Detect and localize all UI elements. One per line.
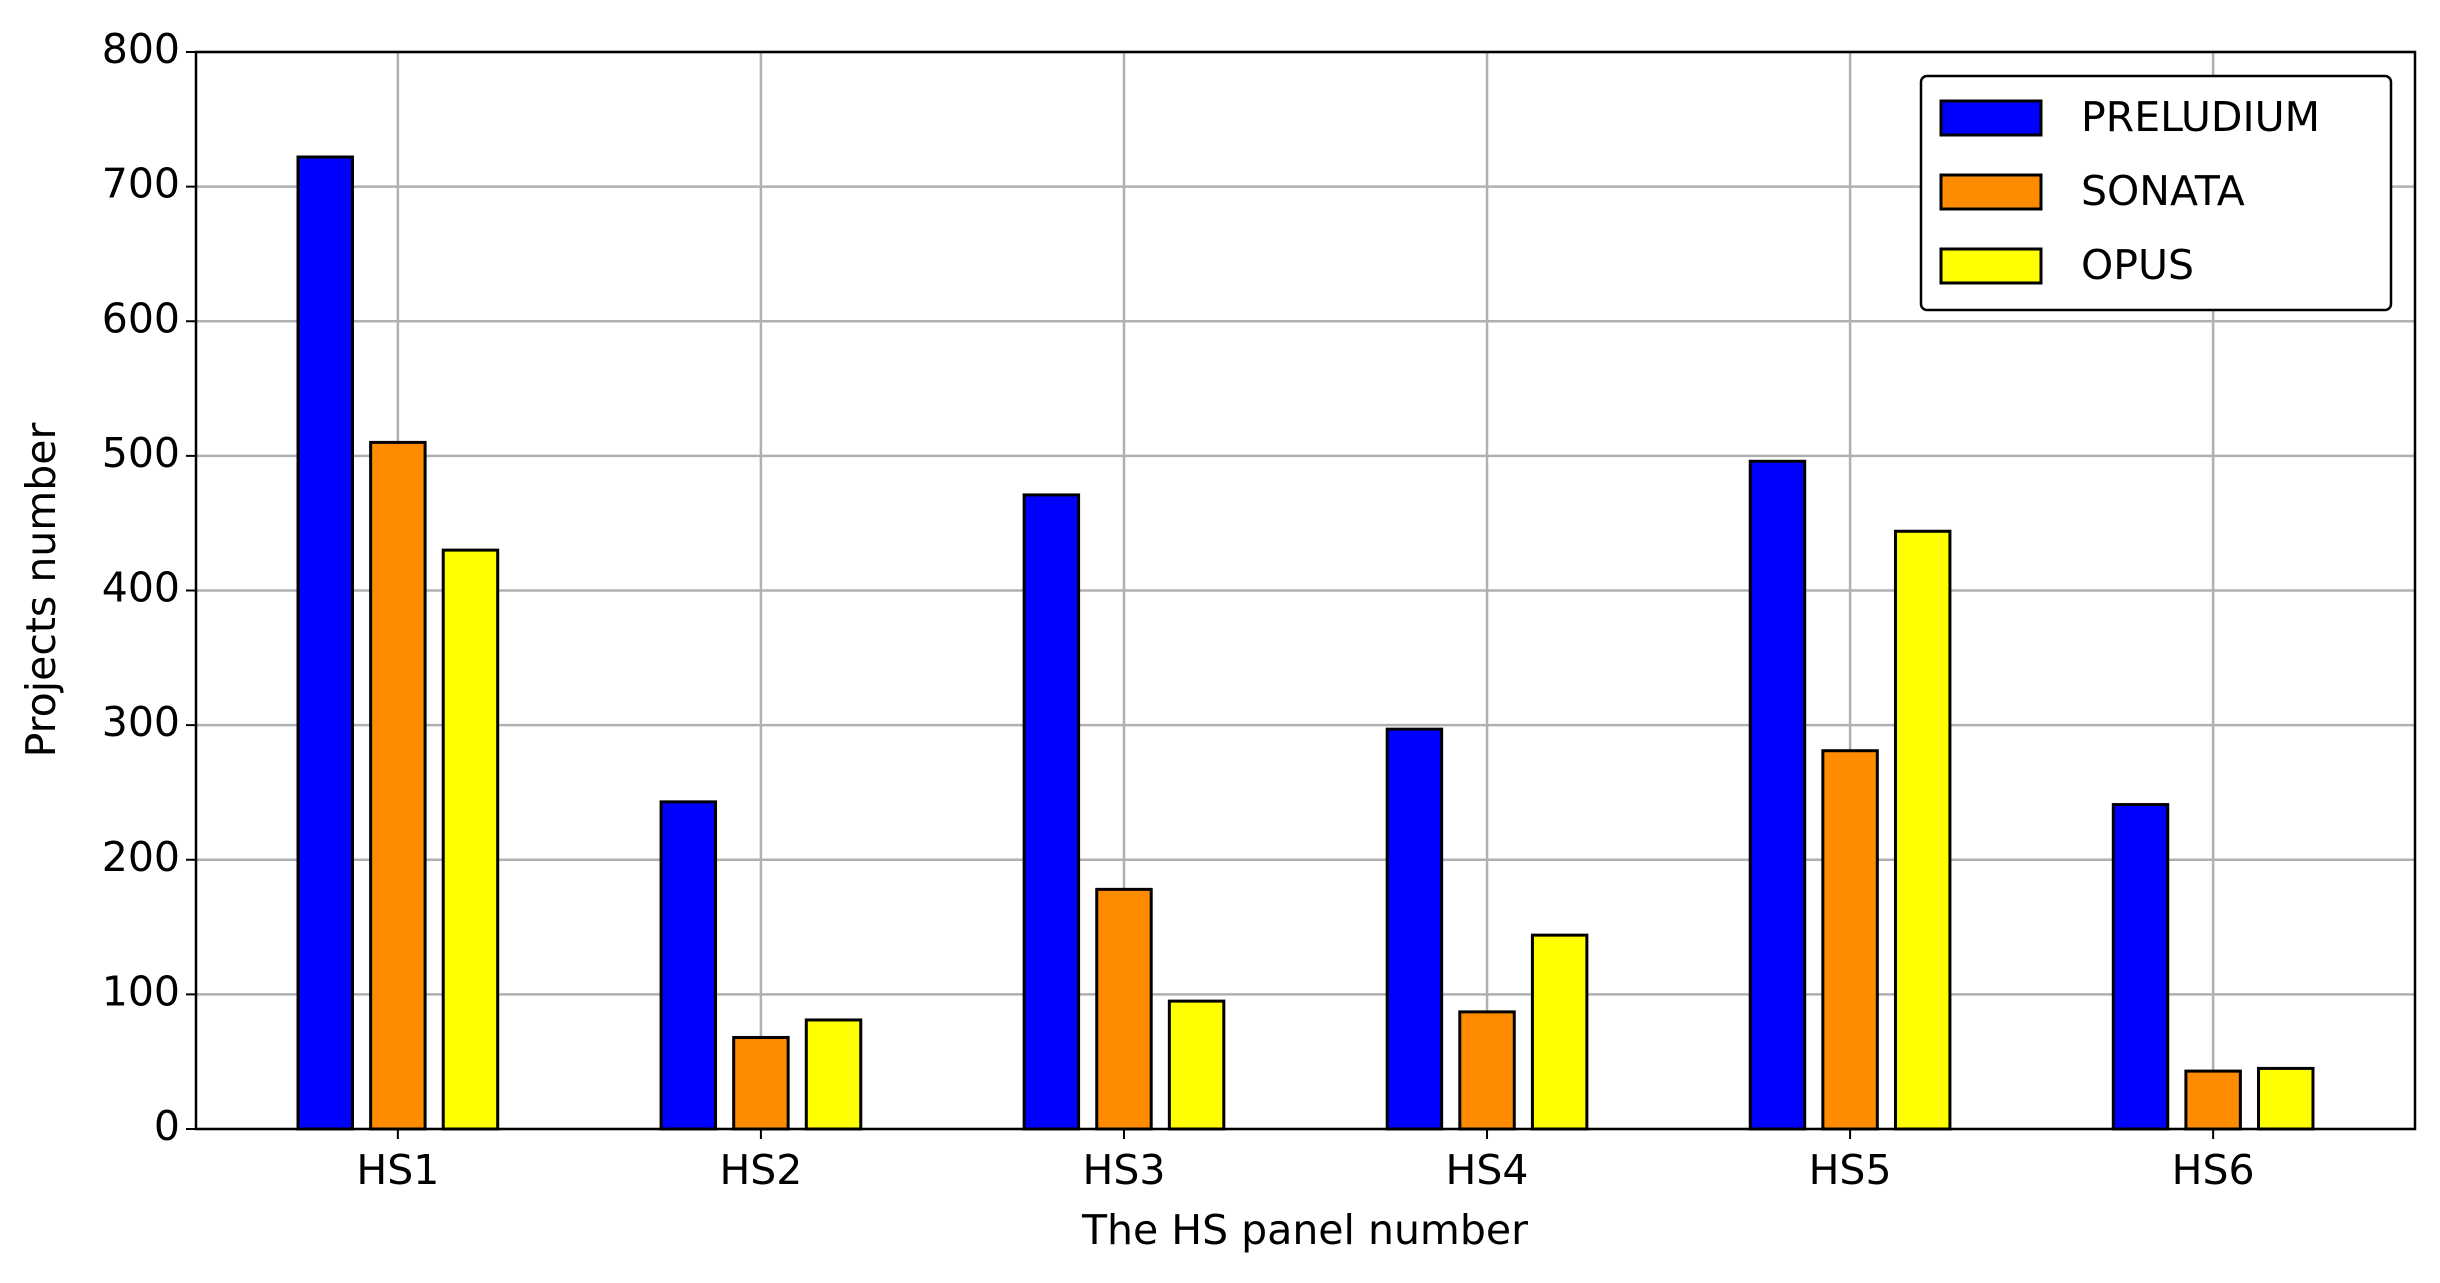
bar — [1748, 459, 1807, 1131]
bar — [369, 440, 427, 1131]
legend-swatch — [1939, 99, 2043, 137]
bar — [1893, 529, 1952, 1131]
y-tick-label: 500 — [102, 429, 180, 477]
x-tick-label: HS5 — [1809, 1146, 1892, 1194]
bar — [1530, 933, 1589, 1131]
bar — [1022, 493, 1081, 1131]
y-tick-label: 100 — [102, 967, 180, 1015]
y-tick-label: 700 — [102, 160, 180, 208]
bar — [1385, 727, 1444, 1131]
y-axis-label: Projects number — [17, 423, 65, 758]
bar — [732, 1035, 790, 1131]
x-tick-label: HS3 — [1082, 1146, 1165, 1194]
x-tick-label: HS2 — [719, 1146, 802, 1194]
bar — [1095, 887, 1153, 1131]
bar — [2111, 803, 2170, 1131]
y-tick-label: 0 — [154, 1102, 180, 1150]
y-tick-label: 600 — [102, 294, 180, 342]
bar — [2257, 1066, 2315, 1131]
bar — [296, 155, 354, 1131]
legend-label: OPUS — [2081, 241, 2194, 289]
legend-swatch — [1939, 173, 2043, 211]
bar — [1458, 1010, 1516, 1131]
bar — [2184, 1069, 2242, 1131]
bar — [441, 548, 500, 1131]
y-tick-label: 300 — [102, 698, 180, 746]
x-tick-label: HS4 — [1446, 1146, 1529, 1194]
plot-frame — [194, 50, 2417, 1131]
bar — [804, 1018, 863, 1131]
bar — [659, 800, 718, 1131]
bar — [1167, 999, 1226, 1131]
legend: PRELUDIUM SONATA OPUS — [1919, 74, 2393, 312]
legend-label: SONATA — [2081, 167, 2245, 215]
x-tick-label: HS1 — [356, 1146, 439, 1194]
x-tick-label: HS6 — [2172, 1146, 2255, 1194]
legend-swatch — [1939, 247, 2043, 285]
bar — [1821, 749, 1879, 1131]
legend-label: PRELUDIUM — [2081, 93, 2320, 141]
y-tick-label: 200 — [102, 833, 180, 881]
x-axis-label: The HS panel number — [1081, 1206, 1528, 1254]
y-tick-label: 800 — [102, 25, 180, 73]
y-tick-label: 400 — [102, 564, 180, 612]
